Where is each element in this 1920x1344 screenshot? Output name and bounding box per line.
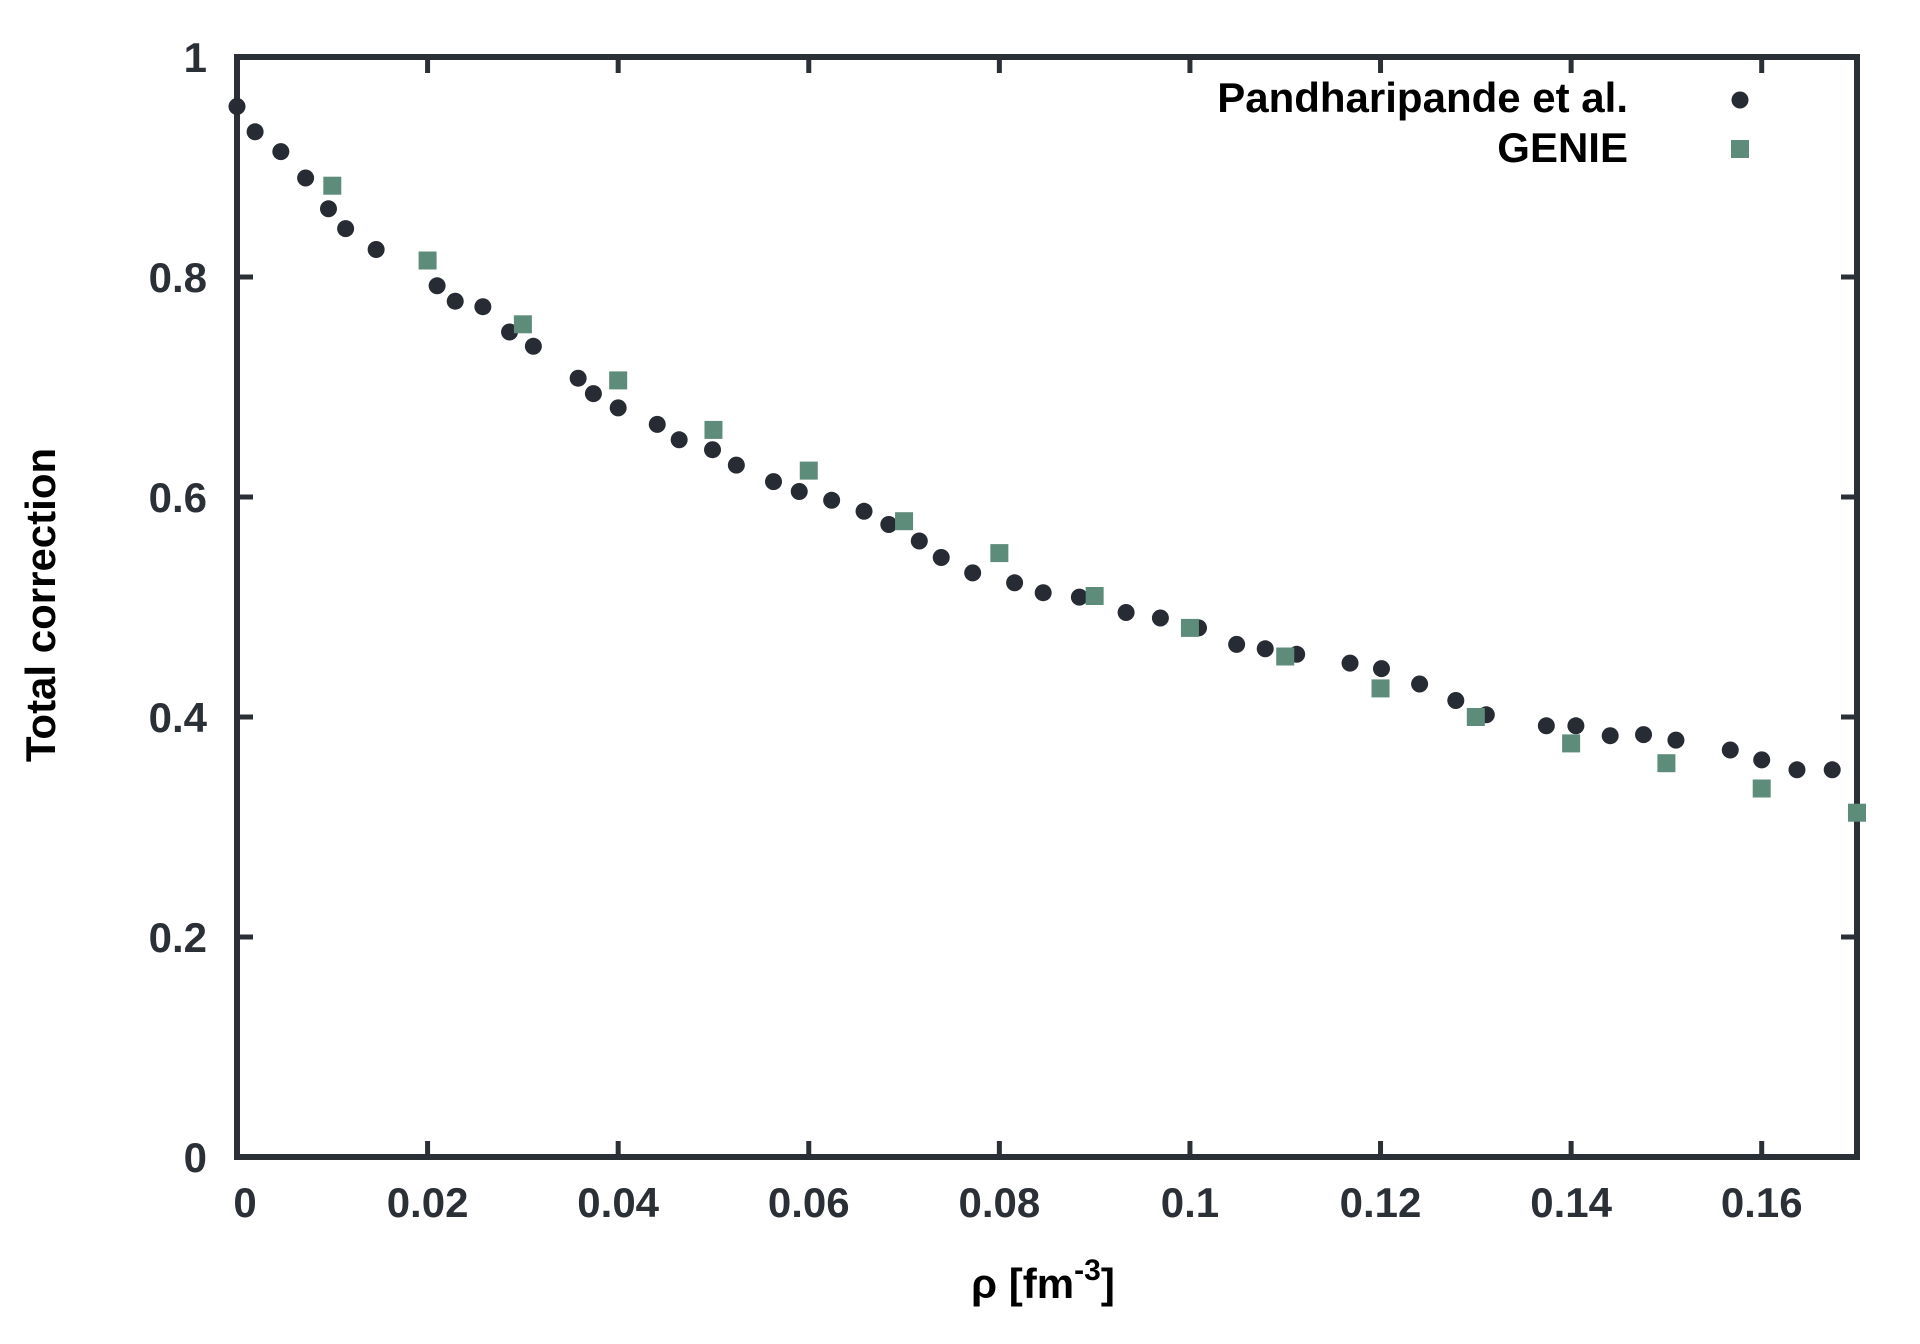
x-tick-label: 0.14 <box>1530 1179 1612 1226</box>
data-point-circle <box>1256 640 1274 658</box>
x-axis-title-main: ρ [fm <box>971 1260 1074 1307</box>
legend-label-genie: GENIE <box>1497 124 1628 171</box>
data-point-square <box>1371 679 1390 698</box>
data-point-circle <box>1447 692 1465 709</box>
y-tick-label: 0.4 <box>149 694 208 741</box>
data-point-circle <box>765 473 783 491</box>
data-point-circle <box>501 323 519 341</box>
data-point-circle <box>367 241 385 258</box>
data-point-circle <box>1721 741 1739 759</box>
series-pandharipande <box>228 98 1841 779</box>
x-axis-title-suffix: ] <box>1101 1260 1115 1307</box>
y-tick-label: 0.8 <box>149 254 207 301</box>
data-point-circle <box>964 564 982 582</box>
data-point-circle <box>319 200 337 218</box>
data-point-square <box>1180 618 1199 637</box>
data-point-square <box>513 315 532 334</box>
data-point-square <box>1848 803 1866 822</box>
data-point-circle <box>609 399 627 417</box>
y-tick-label: 0.2 <box>149 914 207 961</box>
data-point-circle <box>1567 717 1585 735</box>
data-point-square <box>418 251 437 270</box>
plot-frame <box>234 54 1860 1160</box>
x-tick-label: 0.16 <box>1721 1179 1803 1226</box>
data-point-circle <box>474 298 492 316</box>
data-point-circle <box>524 337 542 355</box>
data-point-circle <box>569 369 587 387</box>
data-point-square <box>323 176 342 195</box>
data-point-circle <box>1006 574 1024 592</box>
points-layer <box>228 98 1866 822</box>
data-point-circle <box>1411 675 1429 693</box>
series-genie <box>323 176 1866 822</box>
x-tick-label: 0.1 <box>1161 1179 1219 1226</box>
data-point-circle <box>1667 731 1685 749</box>
data-point-circle <box>1070 588 1088 606</box>
x-tick-label: 0.08 <box>958 1179 1040 1226</box>
data-point-circle <box>670 431 688 449</box>
data-point-circle <box>1823 761 1841 779</box>
x-axis-title: ρ [fm-3] <box>971 1254 1115 1307</box>
data-point-circle <box>1372 660 1390 678</box>
legend-label-pandharipande: Pandharipande et al. <box>1217 74 1628 121</box>
data-point-circle <box>337 220 355 238</box>
x-tick-label: 0 <box>233 1179 256 1226</box>
x-tick-label: 0.12 <box>1340 1179 1422 1226</box>
data-point-circle <box>428 277 446 295</box>
data-point-circle <box>1635 726 1653 744</box>
x-tick-label: 0.04 <box>577 1179 659 1226</box>
axes-layer: 0 0.02 0.04 0.06 0.08 0.1 0.12 0.14 0.16 0 0.2 0.4 0… <box>149 34 1860 1226</box>
data-point-circle <box>272 143 290 161</box>
data-point-circle <box>297 169 315 187</box>
y-tick-label: 0 <box>184 1134 207 1181</box>
data-point-circle <box>910 532 928 550</box>
x-tick-label: 0.06 <box>768 1179 850 1226</box>
data-point-circle <box>648 415 666 433</box>
data-point-circle <box>1228 635 1246 653</box>
data-point-square <box>1752 779 1771 798</box>
data-point-circle <box>790 483 808 500</box>
data-point-square <box>1276 647 1295 666</box>
data-point-circle <box>1034 584 1052 602</box>
data-point-circle <box>584 385 602 403</box>
data-point-square <box>1657 754 1676 773</box>
data-point-square <box>1466 708 1485 726</box>
legend-marker-circle <box>1731 91 1749 109</box>
data-point-square <box>895 512 914 531</box>
x-axis-title-exponent: -3 <box>1074 1254 1101 1287</box>
data-point-circle <box>704 441 722 459</box>
y-tick-label: 1 <box>184 34 207 81</box>
legend: Pandharipande et al. GENIE <box>1217 74 1749 171</box>
data-point-circle <box>1537 717 1555 735</box>
data-point-circle <box>446 292 464 310</box>
data-point-circle <box>932 549 950 566</box>
data-point-circle <box>880 516 898 533</box>
y-tick-label: 0.6 <box>149 474 207 521</box>
data-point-circle <box>727 456 745 474</box>
data-point-circle <box>1117 604 1135 621</box>
data-point-circle <box>228 98 246 115</box>
data-point-square <box>799 461 818 480</box>
data-point-square <box>1562 734 1581 753</box>
data-point-circle <box>855 502 873 520</box>
data-point-square <box>609 371 628 390</box>
x-tick-label: 0.02 <box>387 1179 469 1226</box>
data-point-circle <box>1601 727 1619 745</box>
data-point-circle <box>1788 761 1806 779</box>
data-point-circle <box>1341 654 1359 672</box>
data-point-square <box>990 544 1009 563</box>
data-point-circle <box>246 123 264 141</box>
legend-marker-square <box>1731 140 1749 158</box>
y-axis-title: Total correction <box>17 448 64 762</box>
data-point-square <box>704 420 723 439</box>
data-point-circle <box>1753 751 1771 769</box>
data-point-circle <box>823 491 841 509</box>
data-point-circle <box>1151 609 1169 627</box>
data-point-square <box>1085 587 1104 605</box>
